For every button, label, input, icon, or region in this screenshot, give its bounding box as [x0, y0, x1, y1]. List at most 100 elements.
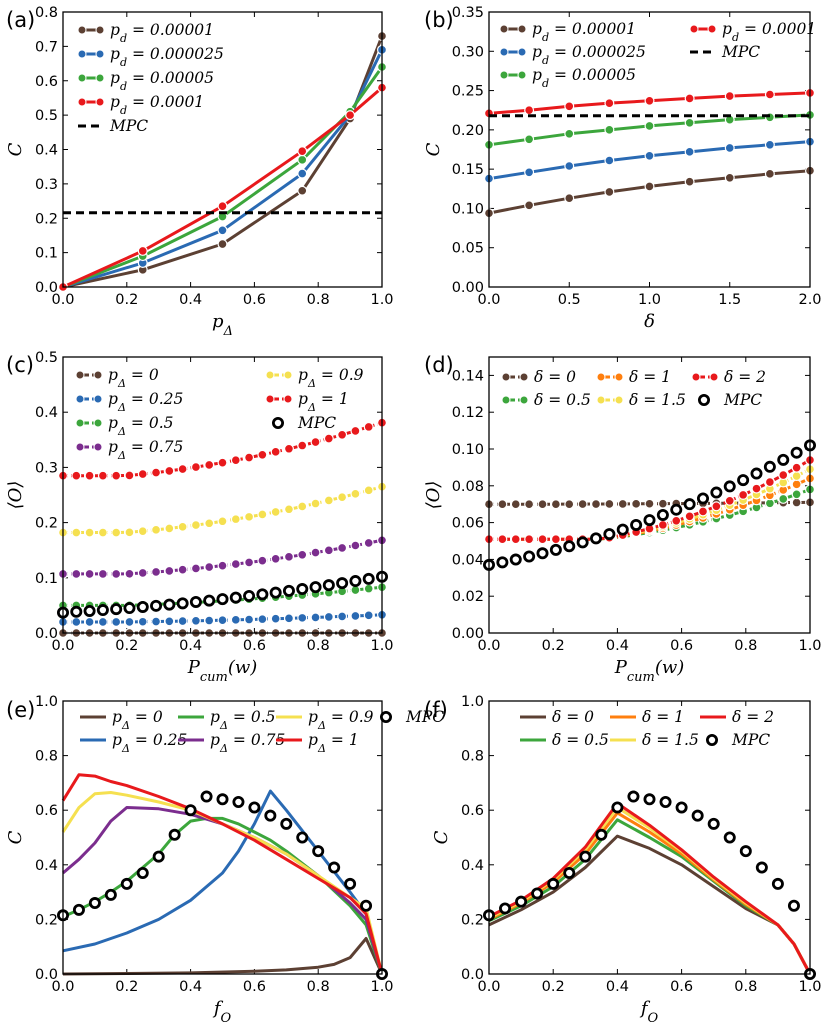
data-point	[217, 560, 228, 571]
x-tick-label: 0.8	[734, 979, 757, 995]
panel-label: (c)	[6, 353, 34, 377]
data-point	[310, 437, 321, 448]
legend-item: MPC	[78, 117, 148, 135]
legend-label: δ = 0.5	[552, 731, 609, 749]
data-point	[510, 534, 521, 545]
data-point	[152, 850, 165, 863]
data-point	[764, 477, 775, 488]
x-tick-label: 0.4	[179, 292, 202, 308]
data-point	[536, 547, 549, 560]
data-point	[297, 501, 308, 512]
legend-label: pΔ = 0.5	[210, 708, 276, 732]
data-point	[164, 465, 175, 476]
data-point	[337, 492, 348, 503]
data-point	[282, 584, 295, 597]
data-point	[697, 506, 708, 517]
data-point	[363, 421, 374, 432]
y-tick-label: 0.05	[452, 241, 484, 257]
legend-item: δ = 0	[520, 708, 594, 726]
legend-item: MPC	[706, 731, 770, 749]
y-tick-label: 0.08	[452, 479, 484, 495]
data-point	[611, 801, 624, 814]
y-tick-label: 0.14	[452, 368, 484, 384]
data-point	[724, 91, 735, 102]
panel-a: 0.0 0.2 0.4 0.6 0.8 1.0 0.0 0.1 0.2 0.3 0.4 0.5 0.6 0…	[5, 5, 394, 339]
data-point	[190, 462, 201, 473]
data-point	[631, 498, 642, 509]
legend-item: pd = 0.0001	[689, 20, 816, 44]
series-1	[484, 136, 815, 184]
legend-item: pΔ = 0.5	[75, 414, 174, 438]
legend-label: MPC	[731, 731, 770, 749]
y-tick-label: 0.12	[452, 405, 484, 421]
legend-item: MPC	[379, 708, 444, 726]
data-point	[71, 616, 82, 627]
data-point	[363, 610, 374, 621]
data-point	[549, 543, 562, 556]
y-axis-label: C	[423, 142, 444, 156]
data-point	[97, 568, 108, 579]
data-point	[71, 470, 82, 481]
x-tick-label: 0.6	[243, 979, 266, 995]
data-point	[111, 470, 122, 481]
data-point	[124, 568, 135, 579]
series-3	[484, 87, 815, 119]
series-line	[488, 834, 812, 975]
y-tick-label: 0.5	[35, 108, 58, 124]
data-point	[590, 499, 601, 510]
data-point	[659, 796, 672, 809]
data-point	[310, 547, 321, 558]
panel-label: (f)	[424, 698, 448, 722]
data-point	[322, 579, 335, 592]
data-point	[83, 604, 96, 617]
x-tick-label: 0.6	[243, 638, 266, 654]
y-tick-label: 0.8	[461, 749, 484, 765]
data-point	[644, 181, 655, 192]
data-point	[124, 616, 135, 627]
data-point	[791, 489, 802, 500]
x-tick-label: 1.0	[370, 979, 393, 995]
data-point	[257, 449, 268, 460]
legend: δ = 0 δ = 0.5 δ = 1 δ = 1.5 δ = 2 MPC	[501, 368, 766, 409]
data-point	[791, 471, 802, 482]
x-axis-label: Pcum(w)	[187, 657, 258, 685]
data-point	[123, 602, 136, 615]
data-point	[778, 470, 789, 481]
data-point	[691, 809, 704, 822]
data-point	[350, 610, 361, 621]
data-point	[564, 161, 575, 172]
data-point	[190, 563, 201, 574]
series-2	[57, 61, 388, 293]
y-tick-label: 0.2	[35, 211, 58, 227]
data-point	[711, 501, 722, 512]
x-tick-label: 0.2	[542, 638, 565, 654]
x-tick-label: 0.0	[51, 638, 74, 654]
plot-frame	[62, 356, 383, 634]
data-point	[163, 598, 176, 611]
data-point	[257, 509, 268, 520]
data-point	[363, 583, 374, 594]
data-point	[563, 866, 576, 879]
data-point	[627, 790, 640, 803]
panel-label: (d)	[424, 353, 454, 377]
data-point	[764, 168, 775, 179]
data-point	[257, 555, 268, 566]
series-5	[483, 439, 816, 571]
data-point	[577, 499, 588, 510]
legend-item: MPC	[271, 414, 336, 432]
legend-label: pd = 0.0001	[110, 93, 204, 117]
legend-item: δ = 0	[501, 368, 576, 386]
data-point	[189, 595, 202, 608]
data-point	[345, 110, 356, 121]
y-tick-label: 0.25	[452, 84, 484, 100]
data-point	[312, 845, 325, 858]
series-0	[62, 937, 384, 976]
x-tick-label: 0.8	[734, 638, 757, 654]
y-axis-label: C	[5, 142, 26, 156]
data-point	[724, 142, 735, 153]
data-point	[791, 479, 802, 490]
data-point	[323, 611, 334, 622]
y-tick-label: 1.0	[461, 694, 484, 710]
legend-label: δ = 0.5	[534, 391, 591, 409]
data-point	[229, 591, 242, 604]
